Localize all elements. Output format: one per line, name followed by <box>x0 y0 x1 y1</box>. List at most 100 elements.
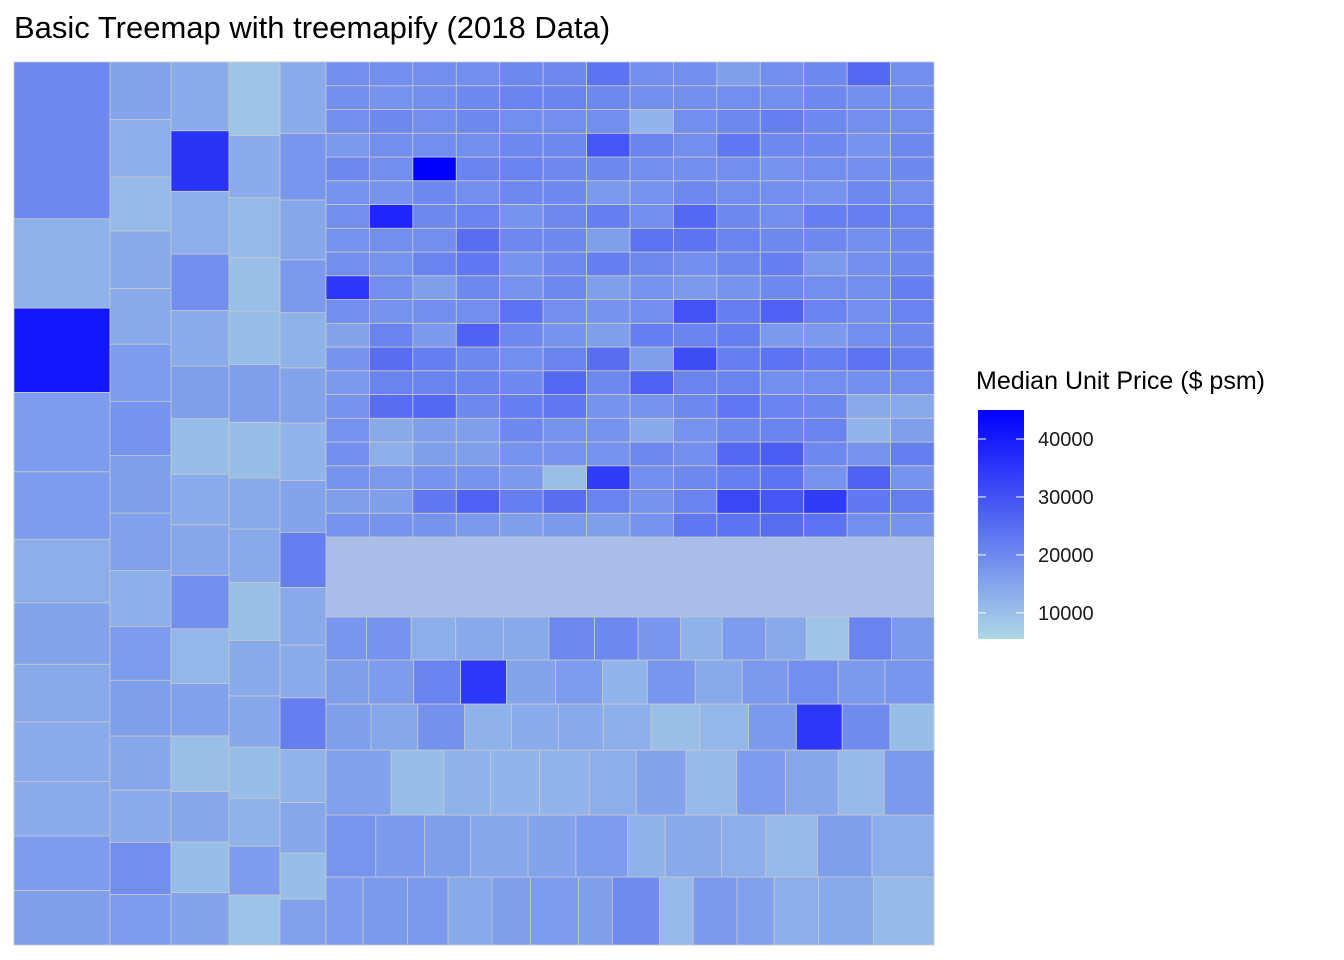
treemap-tile-3 <box>13 721 111 782</box>
treemap-tile-240 <box>412 370 457 395</box>
treemap-tile-67 <box>279 531 327 588</box>
treemap-tile-60 <box>279 898 327 946</box>
treemap-tile-414 <box>673 85 718 110</box>
treemap-tile-54 <box>228 364 281 423</box>
treemap-tile-222 <box>846 417 891 443</box>
treemap-tile-409 <box>455 85 501 110</box>
treemap-tile-135 <box>694 659 743 705</box>
treemap-tile-241 <box>455 370 501 395</box>
treemap-tile-300 <box>586 275 631 300</box>
treemap-tile-406 <box>325 85 370 110</box>
treemap-tile-330 <box>673 227 718 253</box>
colorbar-tick-label-0: 10000 <box>1038 603 1094 625</box>
treemap-tile-1 <box>13 835 111 891</box>
treemap-tile-352 <box>412 180 457 205</box>
treemap-tile-88 <box>818 876 874 946</box>
treemap-tile-288 <box>673 299 718 324</box>
treemap-tile-98 <box>721 814 767 878</box>
treemap-tile-11 <box>13 61 111 220</box>
treemap-tile-193 <box>803 465 848 490</box>
treemap-tile-421 <box>369 61 414 87</box>
treemap-tile-68 <box>279 480 327 533</box>
treemap-tile-49 <box>228 639 281 697</box>
treemap-tile-286 <box>586 299 631 324</box>
treemap-tile-283 <box>455 299 501 324</box>
treemap-tile-381 <box>455 132 501 158</box>
treemap-tile-23 <box>109 288 172 345</box>
treemap-tile-391 <box>890 132 935 158</box>
treemap-tile-407 <box>369 85 414 110</box>
treemap-tile-18 <box>109 570 172 627</box>
treemap-tile-200 <box>499 441 544 467</box>
treemap-tile-177 <box>716 489 761 514</box>
treemap-tile-250 <box>846 370 891 395</box>
treemap-tile-25 <box>109 176 172 232</box>
treemap-tile-272 <box>586 322 631 348</box>
treemap-tile-104 <box>443 749 492 816</box>
treemap-tile-233 <box>716 394 761 419</box>
treemap-tile-75 <box>279 61 327 134</box>
treemap-tile-40 <box>170 253 230 311</box>
treemap-tile-128 <box>368 659 415 705</box>
treemap-tile-129 <box>413 659 462 705</box>
treemap-tile-388 <box>759 132 805 158</box>
treemap-tile-169 <box>369 489 414 514</box>
treemap-tile-64 <box>279 697 327 750</box>
treemap-tile-16 <box>109 679 172 737</box>
treemap-tile-171 <box>455 489 501 514</box>
treemap-tile-314 <box>586 251 631 277</box>
treemap-tile-120 <box>602 703 652 751</box>
treemap-tile-355 <box>542 180 587 205</box>
treemap-tile-35 <box>170 524 230 576</box>
treemap-tile-323 <box>369 227 414 253</box>
treemap-tile-298 <box>499 275 544 300</box>
treemap-tile-99 <box>765 814 818 878</box>
treemap-tile-332 <box>759 227 805 253</box>
treemap-tile-172 <box>499 489 544 514</box>
treemap-tile-111 <box>785 749 839 816</box>
treemap-tile-116 <box>417 703 466 751</box>
treemap-tile-165 <box>803 512 848 538</box>
treemap-tile-183 <box>369 465 414 490</box>
treemap-tile-55 <box>228 310 281 365</box>
treemap-tile-269 <box>455 322 501 348</box>
treemap-tile-411 <box>542 85 587 110</box>
treemap-tile-37 <box>170 418 230 475</box>
treemap-tile-71 <box>279 312 327 369</box>
treemap-tile-89 <box>872 876 935 946</box>
treemap-tile-143 <box>455 616 504 661</box>
treemap-tile-231 <box>629 394 674 419</box>
treemap-tile-192 <box>759 465 805 490</box>
treemap-tile-140 <box>325 616 367 661</box>
treemap-tile-398 <box>586 109 631 134</box>
treemap-tile-207 <box>803 441 848 467</box>
treemap-tile-70 <box>279 367 327 424</box>
treemap-tile-163 <box>716 512 761 538</box>
treemap-tile-90 <box>325 814 377 878</box>
treemap-tile-103 <box>390 749 445 816</box>
treemap-tile-210 <box>325 417 370 443</box>
treemap-tile-429 <box>716 61 761 87</box>
treemap-tile-392 <box>325 109 370 134</box>
treemap-tile-80 <box>491 876 532 946</box>
treemap-tile-424 <box>499 61 544 87</box>
treemap-tile-22 <box>109 343 172 403</box>
treemap-tile-404 <box>846 109 891 134</box>
treemap-tile-305 <box>803 275 848 300</box>
treemap-tiles <box>13 61 935 946</box>
treemap-tile-309 <box>369 251 414 277</box>
treemap-tile-294 <box>325 275 370 300</box>
treemap-tile-142 <box>410 616 457 661</box>
treemap-tile-374 <box>759 156 805 182</box>
treemap-tile-45 <box>228 845 281 896</box>
treemap-tile-33 <box>170 628 230 684</box>
treemap-tile-21 <box>109 401 172 457</box>
treemap-tile-127 <box>325 659 370 705</box>
treemap-tile-10 <box>13 218 111 309</box>
treemap-tile-405 <box>890 109 935 134</box>
treemap-tile-246 <box>673 370 718 395</box>
treemap-tile-61 <box>279 852 327 900</box>
treemap-tile-290 <box>759 299 805 324</box>
treemap-tile-202 <box>586 441 631 467</box>
treemap-tile-377 <box>890 156 935 182</box>
